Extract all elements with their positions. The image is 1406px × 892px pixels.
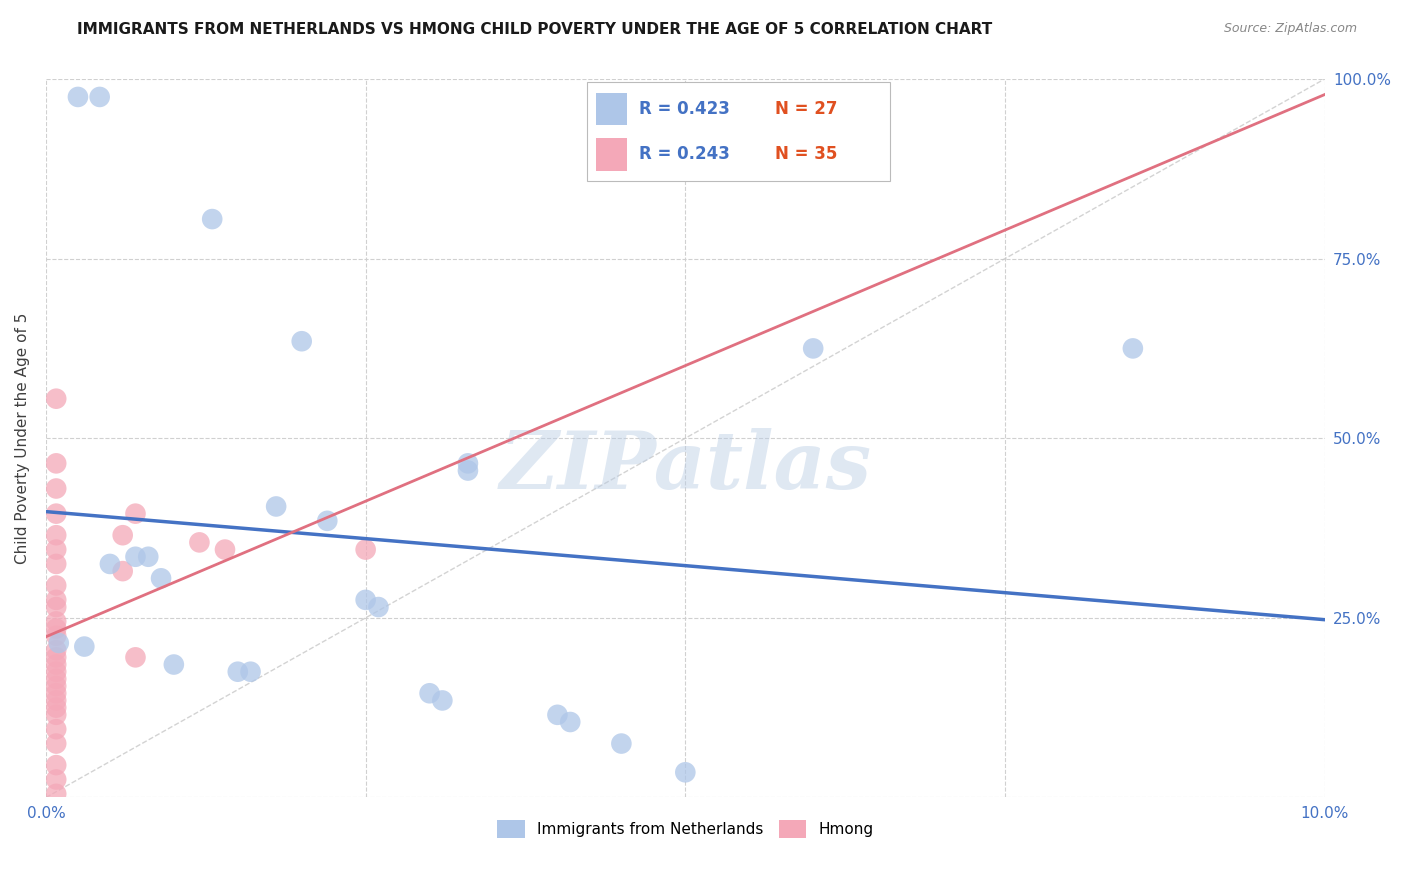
Point	[45, 737, 67, 751]
Point	[136, 549, 159, 564]
Text: R = 0.243: R = 0.243	[640, 145, 730, 163]
Point	[457, 464, 479, 478]
Point	[163, 657, 186, 672]
Point	[45, 528, 67, 542]
Point	[45, 693, 67, 707]
Text: IMMIGRANTS FROM NETHERLANDS VS HMONG CHILD POVERTY UNDER THE AGE OF 5 CORRELATIO: IMMIGRANTS FROM NETHERLANDS VS HMONG CHI…	[77, 22, 993, 37]
Text: R = 0.423: R = 0.423	[640, 100, 730, 118]
Point	[45, 578, 67, 592]
Point	[188, 535, 211, 549]
Point	[45, 665, 67, 679]
Point	[610, 737, 633, 751]
Point	[45, 672, 67, 686]
Point	[45, 592, 67, 607]
Bar	[596, 137, 627, 170]
Point	[45, 686, 67, 700]
Point	[98, 557, 121, 571]
Point	[124, 507, 146, 521]
Point	[801, 342, 824, 356]
Point	[45, 758, 67, 772]
Point	[226, 665, 249, 679]
Point	[45, 629, 67, 643]
Point	[89, 90, 111, 104]
Point	[45, 787, 67, 801]
Text: N = 35: N = 35	[775, 145, 838, 163]
Point	[1122, 342, 1144, 356]
Point	[201, 212, 224, 227]
Point	[45, 700, 67, 714]
Point	[45, 615, 67, 629]
Point	[45, 650, 67, 665]
Point	[45, 657, 67, 672]
Point	[546, 707, 568, 722]
Point	[124, 549, 146, 564]
Point	[419, 686, 441, 700]
Point	[354, 542, 377, 557]
Point	[45, 557, 67, 571]
Point	[45, 722, 67, 736]
Point	[111, 528, 134, 542]
FancyBboxPatch shape	[586, 82, 890, 181]
Point	[214, 542, 236, 557]
Point	[239, 665, 262, 679]
Point	[111, 564, 134, 578]
Point	[432, 693, 454, 707]
Point	[45, 542, 67, 557]
Y-axis label: Child Poverty Under the Age of 5: Child Poverty Under the Age of 5	[15, 312, 30, 564]
Point	[560, 714, 582, 729]
Point	[45, 392, 67, 406]
Text: N = 27: N = 27	[775, 100, 838, 118]
Point	[66, 90, 89, 104]
Text: Source: ZipAtlas.com: Source: ZipAtlas.com	[1223, 22, 1357, 36]
Point	[45, 507, 67, 521]
Point	[45, 679, 67, 693]
Point	[45, 482, 67, 496]
Point	[354, 592, 377, 607]
Point	[45, 772, 67, 787]
Point	[124, 650, 146, 665]
Point	[45, 707, 67, 722]
Text: ZIPatlas: ZIPatlas	[499, 428, 872, 506]
Point	[45, 456, 67, 470]
Point	[291, 334, 314, 349]
Point	[45, 643, 67, 657]
Bar	[596, 93, 627, 126]
Point	[457, 456, 479, 470]
Point	[73, 640, 96, 654]
Point	[150, 571, 173, 585]
Point	[316, 514, 339, 528]
Point	[673, 765, 696, 780]
Point	[367, 600, 389, 615]
Legend: Immigrants from Netherlands, Hmong: Immigrants from Netherlands, Hmong	[491, 814, 880, 844]
Point	[45, 600, 67, 615]
Point	[45, 622, 67, 636]
Point	[48, 636, 70, 650]
Point	[264, 500, 287, 514]
